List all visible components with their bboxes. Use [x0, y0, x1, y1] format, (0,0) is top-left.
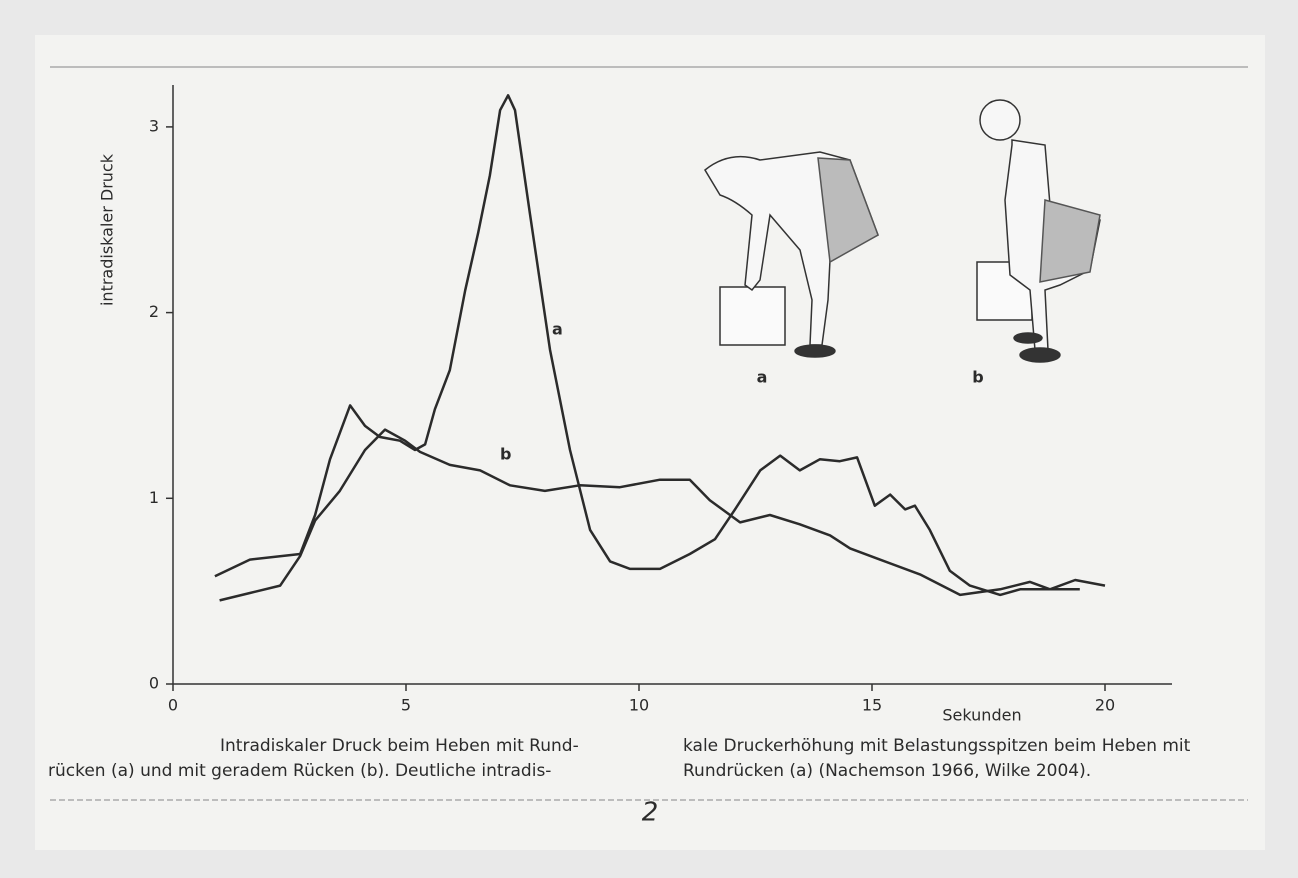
y-tick-label: 0: [149, 674, 159, 693]
x-tick-label: 0: [168, 696, 178, 715]
y-axis-label: intradiskaler Druck: [98, 153, 117, 306]
caption-line: Rundrücken (a) (Nachemson 1966, Wilke 20…: [683, 761, 1091, 781]
x-tick-label: 20: [1095, 696, 1115, 715]
y-tick-label: 3: [149, 116, 159, 135]
figure-label: b: [972, 368, 983, 387]
page-number: 2: [642, 798, 659, 828]
y-tick-label: 1: [149, 488, 159, 507]
x-tick-label: 15: [862, 696, 882, 715]
caption-line: rücken (a) und mit geradem Rücken (b). D…: [48, 761, 551, 781]
series-label: b: [500, 445, 511, 464]
caption-line: kale Druckerhöhung mit Belastungsspitzen…: [683, 736, 1191, 756]
series-label: a: [552, 320, 563, 339]
figure-label: a: [757, 368, 768, 387]
x-tick-label: 5: [401, 696, 411, 715]
paper: [35, 35, 1265, 850]
y-tick-label: 2: [149, 302, 159, 321]
x-axis-label: Sekunden: [942, 706, 1021, 725]
x-tick-label: 10: [629, 696, 649, 715]
page: intradiskaler Druck Sekunden a b Intradi…: [0, 0, 1298, 878]
caption-line: Intradiskaler Druck beim Heben mit Rund-: [220, 736, 579, 756]
